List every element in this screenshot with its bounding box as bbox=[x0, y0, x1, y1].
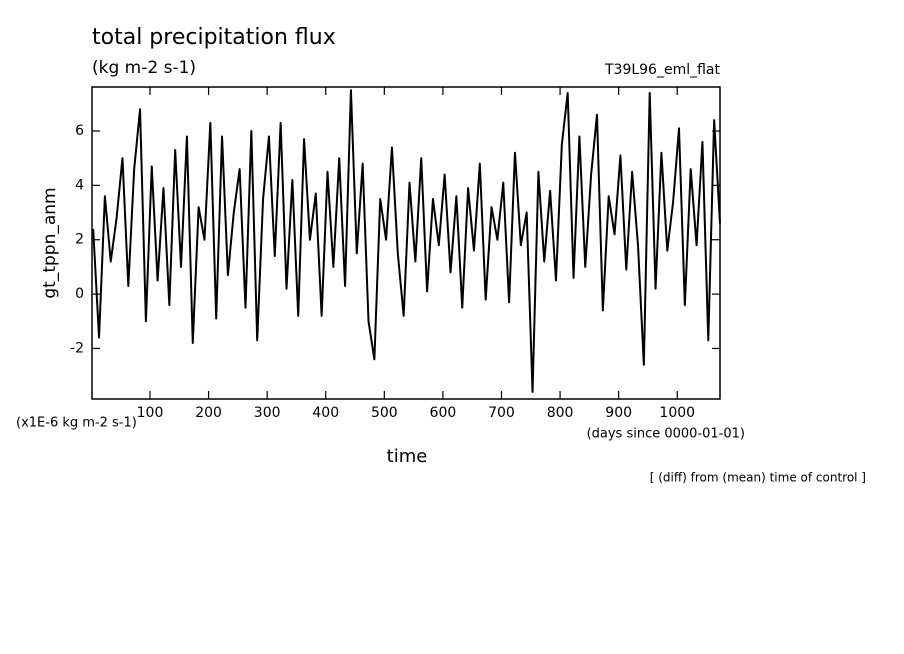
x-tick-label: 900 bbox=[605, 405, 632, 421]
y-tick-label: -2 bbox=[70, 340, 84, 356]
y-tick-label: 0 bbox=[75, 286, 84, 302]
x-tick-label: 400 bbox=[312, 405, 339, 421]
note: [ (diff) from (mean) time of control ] bbox=[650, 471, 866, 485]
y-tick-label: 6 bbox=[75, 123, 84, 139]
y-tick-label: 4 bbox=[75, 177, 84, 193]
x-tick-label: 600 bbox=[430, 405, 457, 421]
x-axis-title: time bbox=[387, 446, 428, 467]
x-tick-label: 800 bbox=[547, 405, 574, 421]
chart-title: total precipitation flux bbox=[92, 25, 336, 50]
y-unit: (x1E-6 kg m-2 s-1) bbox=[16, 416, 137, 431]
experiment-label: T39L96_eml_flat bbox=[604, 62, 721, 78]
x-tick-label: 100 bbox=[137, 405, 164, 421]
y-tick-label: 2 bbox=[75, 232, 84, 248]
chart-subtitle: (kg m-2 s-1) bbox=[92, 58, 196, 78]
y-axis-title: gt_tppn_anm bbox=[40, 187, 60, 298]
x-tick-label: 1000 bbox=[659, 405, 695, 421]
x-tick-label: 500 bbox=[371, 405, 398, 421]
x-tick-label: 700 bbox=[488, 405, 515, 421]
x-tick-label: 300 bbox=[254, 405, 281, 421]
plot-frame bbox=[91, 86, 721, 400]
x-unit: (days since 0000-01-01) bbox=[587, 427, 745, 442]
data-line bbox=[92, 89, 721, 393]
x-tick-label: 200 bbox=[195, 405, 222, 421]
